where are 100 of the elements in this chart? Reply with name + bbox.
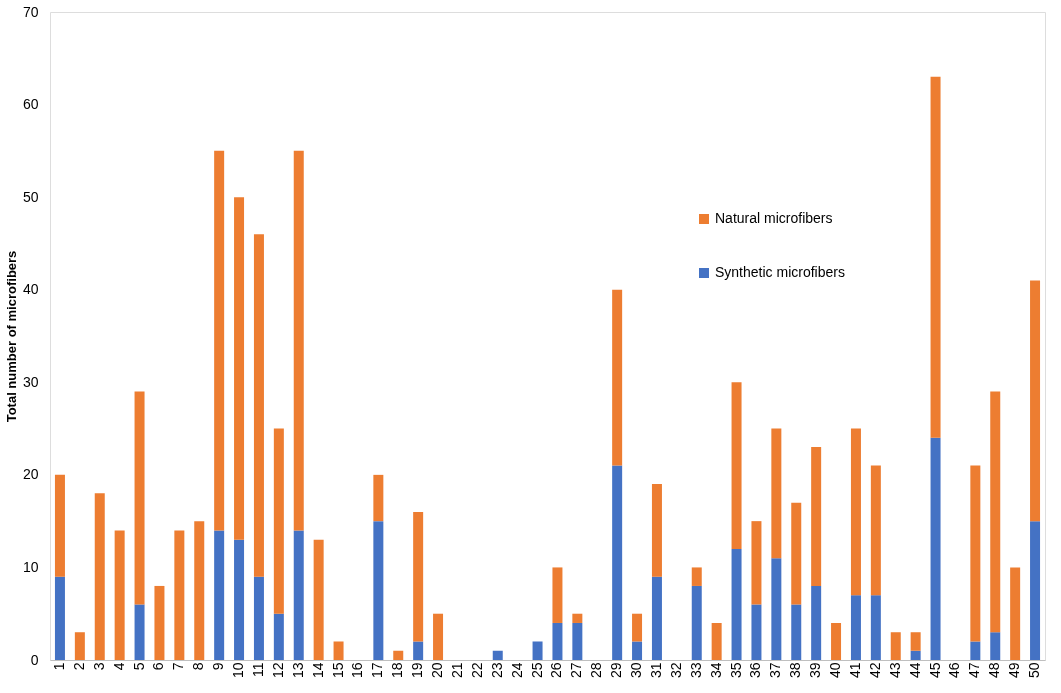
x-tick-label: 24 [508,662,525,679]
x-tick-label: 43 [886,662,903,679]
y-tick-label: 30 [22,373,39,390]
x-tick-label: 35 [727,662,744,679]
x-tick-label: 21 [448,662,465,679]
y-axis-title: Total number of microfibers [3,250,19,423]
bar [1010,567,1021,660]
x-tick-label: 6 [150,662,167,671]
bar [990,632,1001,660]
x-tick-label: 46 [946,662,963,679]
x-tick-label: 28 [588,662,605,679]
bar [492,650,503,660]
bar [970,465,981,642]
bar [791,502,802,605]
x-tick-label: 27 [568,662,585,679]
y-tick-label: 70 [22,3,39,20]
x-tick-label: 32 [667,662,684,679]
x-tick-label: 38 [787,662,804,679]
x-tick-label: 11 [249,662,266,678]
bar [930,437,941,660]
x-tick-label: 8 [190,662,207,671]
bar [293,150,304,531]
bar [831,622,842,660]
x-tick-label: 5 [130,662,147,671]
legend-label: Synthetic microfibers [715,264,845,280]
bar [214,150,225,531]
x-tick-label: 33 [687,662,704,679]
bar [910,650,921,660]
bar [651,576,662,660]
bar [94,493,105,660]
x-tick-label: 30 [628,662,645,679]
bar [632,613,643,642]
y-tick-label: 10 [22,558,39,575]
bar [910,632,921,651]
bar [134,391,145,605]
x-tick-label: 39 [807,662,824,679]
bar [771,428,782,559]
bar [572,613,583,623]
bar [433,613,444,660]
bar [532,641,543,660]
bar [393,650,404,660]
x-tick-label: 2 [70,662,87,671]
bar [214,530,225,660]
x-tick-label: 29 [608,662,625,679]
x-tick-label: 13 [289,662,306,679]
bar [313,539,324,660]
bar [54,576,65,660]
x-tick-label: 44 [906,662,923,679]
bar [273,428,284,614]
bar [572,622,583,660]
x-tick-label: 25 [528,662,545,679]
x-tick-label: 12 [269,662,286,679]
bar [811,585,822,660]
bar [870,595,881,660]
x-tick-label: 7 [170,662,187,671]
x-tick-label: 10 [230,662,247,679]
bar [751,604,762,660]
bar [612,465,623,660]
bar [890,632,901,660]
legend-label: Natural microfibers [715,210,833,226]
x-tick-label: 14 [309,662,326,679]
x-tick-label: 15 [329,662,346,679]
x-tick-label: 47 [966,662,983,679]
x-tick-label: 36 [747,662,764,679]
bar [373,521,384,660]
y-tick-label: 50 [22,188,39,205]
x-tick-label: 45 [926,662,943,679]
bar [990,391,1001,633]
bar [691,585,702,660]
x-tick-label: 16 [349,662,366,679]
bar [234,197,245,540]
x-tick-label: 4 [110,662,127,671]
x-tick-label: 41 [846,662,863,679]
bar [1030,280,1041,522]
y-tick-label: 0 [30,651,39,668]
x-tick-label: 49 [1006,662,1023,679]
bar [811,447,822,586]
x-tick-label: 50 [1026,662,1043,679]
bar [273,613,284,660]
bar [253,576,264,660]
bar [134,604,145,660]
bar [771,558,782,660]
bar [970,641,981,660]
x-tick-label: 20 [429,662,446,679]
bar [1030,521,1041,660]
bar [253,234,264,577]
bar [234,539,245,660]
bar [791,604,802,660]
y-tick-label: 60 [22,96,39,113]
bar [194,521,205,660]
x-tick-label: 40 [827,662,844,679]
x-tick-label: 37 [767,662,784,679]
bar [333,641,344,660]
x-tick-label: 18 [389,662,406,679]
x-tick-label: 9 [210,662,227,671]
bar [632,641,643,660]
bar [552,622,563,660]
x-tick-label: 3 [90,662,107,671]
bar [731,382,742,549]
bar [413,641,424,660]
